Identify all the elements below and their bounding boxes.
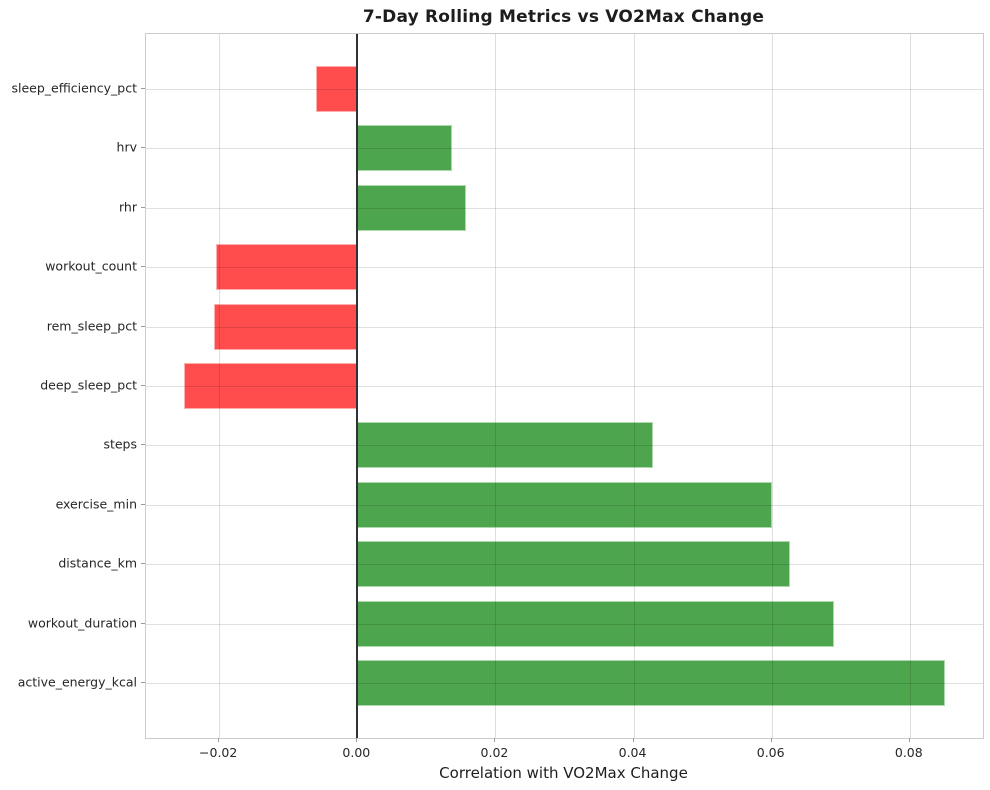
bar-workout_duration bbox=[357, 600, 834, 647]
x-tick-label: 0.00 bbox=[342, 745, 371, 760]
gridline-x bbox=[909, 34, 911, 738]
gridline-y bbox=[146, 386, 983, 387]
x-tick-mark bbox=[908, 738, 910, 742]
y-tick-label-deep_sleep_pct: deep_sleep_pct bbox=[40, 377, 137, 393]
y-tick-label-workout_duration: workout_duration bbox=[27, 615, 137, 631]
y-tick-mark bbox=[141, 622, 145, 624]
x-tick-label: 0.06 bbox=[756, 745, 785, 760]
y-tick-mark bbox=[141, 682, 145, 683]
x-tick-mark bbox=[218, 738, 220, 742]
x-tick-label: 0.02 bbox=[480, 745, 509, 760]
y-tick-label-exercise_min: exercise_min bbox=[55, 496, 137, 512]
y-tick-label-sleep_efficiency_pct: sleep_efficiency_pct bbox=[11, 80, 137, 96]
y-tick-mark bbox=[141, 147, 145, 149]
y-tick-mark bbox=[141, 266, 145, 268]
x-tick-mark bbox=[356, 738, 358, 742]
gridline-y bbox=[146, 564, 983, 566]
y-tick-mark bbox=[141, 325, 145, 327]
bar-exercise_min bbox=[357, 481, 772, 528]
x-tick-mark bbox=[494, 738, 496, 742]
y-tick-mark bbox=[141, 444, 145, 446]
chart-title: 7-Day Rolling Metrics vs VO2Max Change bbox=[362, 7, 765, 27]
gridline-x bbox=[219, 34, 221, 738]
gridline-y bbox=[146, 445, 983, 447]
y-tick-label-hrv: hrv bbox=[116, 139, 137, 155]
y-tick-label-rem_sleep_pct: rem_sleep_pct bbox=[46, 318, 137, 334]
x-tick-mark bbox=[632, 738, 634, 742]
gridline-y bbox=[146, 89, 983, 90]
x-tick-label: 0.08 bbox=[894, 745, 923, 760]
gridline-y bbox=[146, 148, 983, 150]
zero-line bbox=[356, 34, 359, 738]
y-tick-mark bbox=[141, 88, 145, 89]
x-tick-label: 0.04 bbox=[618, 745, 647, 760]
bar-rhr bbox=[357, 184, 467, 231]
y-tick-mark bbox=[141, 206, 145, 208]
gridline-x bbox=[633, 34, 635, 738]
plot-area bbox=[145, 33, 984, 739]
y-tick-mark bbox=[141, 385, 145, 386]
x-axis-label: Correlation with VO2Max Change bbox=[439, 764, 688, 782]
gridline-y bbox=[146, 267, 983, 269]
x-tick-mark bbox=[770, 738, 772, 742]
y-tick-mark bbox=[141, 503, 145, 505]
bar-steps bbox=[357, 422, 653, 469]
y-tick-label-rhr: rhr bbox=[119, 199, 137, 215]
y-tick-mark bbox=[141, 563, 145, 565]
y-tick-label-distance_km: distance_km bbox=[58, 555, 137, 571]
gridline-y bbox=[146, 326, 983, 328]
y-tick-label-steps: steps bbox=[103, 436, 137, 452]
y-tick-label-active_energy_kcal: active_energy_kcal bbox=[17, 674, 137, 690]
gridline-x bbox=[495, 34, 497, 738]
bar-rem_sleep_pct bbox=[213, 303, 358, 350]
bar-deep_sleep_pct bbox=[183, 363, 358, 409]
gridline-y bbox=[146, 683, 983, 684]
gridline-y bbox=[146, 207, 983, 209]
bar-active_energy_kcal bbox=[357, 660, 945, 706]
gridline-x bbox=[771, 34, 773, 738]
gridline-y bbox=[146, 504, 983, 506]
bar-hrv bbox=[357, 125, 452, 172]
gridline-y bbox=[146, 623, 983, 625]
y-tick-label-workout_count: workout_count bbox=[45, 258, 137, 274]
bar-workout_count bbox=[215, 244, 358, 291]
bar-sleep_efficiency_pct bbox=[315, 66, 358, 112]
x-tick-label: −0.02 bbox=[199, 745, 238, 760]
